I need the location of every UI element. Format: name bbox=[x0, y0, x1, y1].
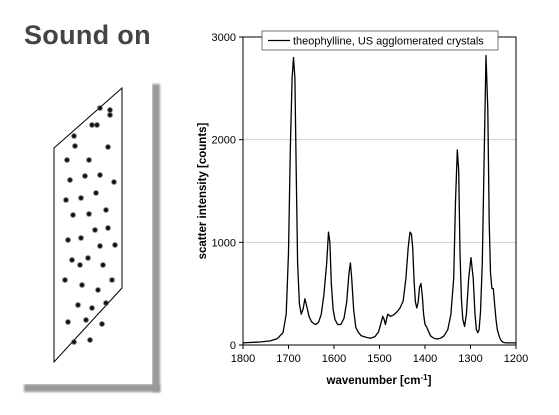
particle-dot bbox=[74, 301, 82, 309]
y-tick-label: 2000 bbox=[212, 135, 236, 147]
particle-dot bbox=[68, 256, 76, 264]
particle-dot bbox=[61, 276, 69, 284]
x-tick-label: 1800 bbox=[231, 353, 255, 365]
particle-dot bbox=[106, 111, 114, 119]
gridlines bbox=[243, 139, 516, 243]
particle-group bbox=[61, 104, 119, 346]
y-tick-label: 3000 bbox=[212, 32, 236, 44]
particle-dot bbox=[106, 106, 114, 114]
x-tick-label: 1300 bbox=[458, 353, 482, 365]
y-axis-label: scatter intensity [counts] bbox=[197, 122, 209, 259]
particle-dot bbox=[84, 254, 92, 262]
particle-dot bbox=[63, 156, 71, 164]
slide-heading: Sound on bbox=[24, 20, 151, 50]
particle-dot bbox=[78, 281, 86, 289]
particle-dot bbox=[62, 196, 70, 204]
particle-dot bbox=[93, 121, 101, 129]
frame-shadow-bottom bbox=[24, 384, 160, 392]
particle-dot bbox=[104, 224, 112, 232]
particle-dot bbox=[108, 276, 116, 284]
particle-dot bbox=[77, 234, 85, 242]
particle-dot bbox=[88, 304, 96, 312]
frame-shadow-right bbox=[152, 84, 160, 392]
particle-dot bbox=[99, 261, 107, 269]
particle-dot bbox=[71, 142, 79, 150]
legend-box bbox=[261, 30, 499, 51]
series-line-theophylline bbox=[242, 54, 516, 344]
particle-dot bbox=[70, 132, 78, 140]
particle-dot bbox=[76, 261, 84, 269]
legend-entry: theophylline, US agglomerated crystals bbox=[293, 36, 484, 48]
particle-dot bbox=[92, 189, 100, 197]
x-tick-label: 1400 bbox=[413, 353, 437, 365]
particle-dot bbox=[104, 143, 112, 151]
particle-dot bbox=[82, 316, 90, 324]
particle-dot bbox=[102, 299, 110, 307]
x-tick-label: 1600 bbox=[322, 353, 346, 365]
particle-dot bbox=[96, 171, 104, 179]
particle-dot bbox=[85, 156, 93, 164]
particle-dot bbox=[64, 318, 72, 326]
plot-area-frame bbox=[242, 36, 517, 346]
particle-dot bbox=[69, 211, 77, 219]
x-axis-ticks: 1800 1700 1600 1500 1400 1300 1200 bbox=[231, 345, 528, 365]
particle-dot bbox=[85, 210, 93, 218]
x-tick-label: 1700 bbox=[276, 353, 300, 365]
particle-dot bbox=[111, 241, 119, 249]
y-axis-ticks: 0 1000 2000 3000 bbox=[212, 32, 243, 352]
x-tick-label: 1200 bbox=[504, 353, 528, 365]
particle-dot bbox=[96, 104, 104, 112]
ultrasound-cell-illustration bbox=[20, 80, 160, 392]
particle-dot bbox=[77, 194, 85, 202]
particle-dot bbox=[66, 176, 74, 184]
particle-dot bbox=[86, 336, 94, 344]
particle-dot bbox=[96, 242, 104, 250]
particle-dot bbox=[64, 236, 72, 244]
x-tick-label: 1500 bbox=[367, 353, 391, 365]
particle-dot bbox=[94, 286, 102, 294]
x-axis-label: wavenumber [cm-1] bbox=[326, 373, 432, 387]
particle-dot bbox=[70, 338, 78, 346]
particle-dot bbox=[102, 206, 110, 214]
particle-dot bbox=[81, 172, 89, 180]
y-tick-label: 0 bbox=[230, 340, 236, 352]
particle-dot bbox=[110, 178, 118, 186]
particle-dot bbox=[98, 320, 106, 328]
y-tick-label: 1000 bbox=[212, 237, 236, 249]
particle-dot bbox=[91, 226, 99, 234]
particle-dot bbox=[88, 121, 96, 129]
